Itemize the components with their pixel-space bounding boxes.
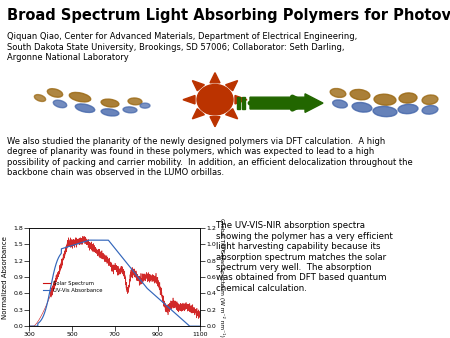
Solar Spectrum <box>80 234 86 238</box>
FancyArrow shape <box>250 94 323 112</box>
Polygon shape <box>225 109 238 119</box>
UV-Vis Absorbance <box>99 238 105 242</box>
Bar <box>237 97 239 109</box>
Ellipse shape <box>34 95 45 101</box>
Solar Spectrum <box>194 309 200 313</box>
Ellipse shape <box>422 105 438 114</box>
Ellipse shape <box>398 104 418 114</box>
Polygon shape <box>235 95 247 104</box>
Line: UV-Vis Absorbance: UV-Vis Absorbance <box>29 240 200 326</box>
Legend: Solar Spectrum, UV-Vis Absorbance: Solar Spectrum, UV-Vis Absorbance <box>40 279 104 295</box>
UV-Vis Absorbance <box>56 255 62 259</box>
Polygon shape <box>225 80 238 91</box>
Text: Broad Spectrum Light Absorbing Polymers for Photovoltaics: Broad Spectrum Light Absorbing Polymers … <box>7 8 450 23</box>
Text: The UV-VIS-NIR absorption spectra
showing the polymer has a very efficient
light: The UV-VIS-NIR absorption spectra showin… <box>216 221 393 293</box>
Ellipse shape <box>75 104 95 113</box>
Circle shape <box>197 84 233 115</box>
Ellipse shape <box>374 94 396 105</box>
Polygon shape <box>183 95 195 104</box>
Solar Spectrum <box>198 314 203 318</box>
Text: We also studied the planarity of the newly designed polymers via DFT calculation: We also studied the planarity of the new… <box>7 137 413 177</box>
Text: Qiquan Qiao, Center for Advanced Materials, Department of Electrical Engineering: Qiquan Qiao, Center for Advanced Materia… <box>7 32 357 62</box>
UV-Vis Absorbance <box>198 324 203 328</box>
Ellipse shape <box>333 100 347 108</box>
Ellipse shape <box>399 93 417 103</box>
Ellipse shape <box>101 109 119 116</box>
Ellipse shape <box>373 106 397 117</box>
Ellipse shape <box>101 99 119 107</box>
Polygon shape <box>210 117 220 127</box>
Ellipse shape <box>53 100 67 108</box>
UV-Vis Absorbance <box>194 324 200 328</box>
Solar Spectrum <box>99 253 105 257</box>
UV-Vis Absorbance <box>176 314 181 318</box>
UV-Vis Absorbance <box>27 324 32 328</box>
Line: Solar Spectrum: Solar Spectrum <box>29 236 200 326</box>
Polygon shape <box>210 73 220 83</box>
UV-Vis Absorbance <box>46 295 51 299</box>
Polygon shape <box>192 109 204 119</box>
Ellipse shape <box>140 103 150 108</box>
Solar Spectrum <box>56 271 62 275</box>
Ellipse shape <box>123 107 137 113</box>
Ellipse shape <box>69 92 91 102</box>
Ellipse shape <box>128 98 142 105</box>
Ellipse shape <box>422 95 438 104</box>
UV-Vis Absorbance <box>92 238 98 242</box>
Y-axis label: Normalized Absorbance: Normalized Absorbance <box>1 236 8 319</box>
Ellipse shape <box>350 90 370 100</box>
Solar Spectrum <box>92 247 98 251</box>
Ellipse shape <box>47 89 63 97</box>
Polygon shape <box>192 80 204 91</box>
Solar Spectrum <box>46 297 51 301</box>
Ellipse shape <box>330 89 346 97</box>
UV-Vis Absorbance <box>86 238 92 242</box>
Solar Spectrum <box>27 324 32 328</box>
Bar <box>242 97 244 109</box>
Y-axis label: Global Tilt Solar Spectrum (W m⁻² nm⁻¹): Global Tilt Solar Spectrum (W m⁻² nm⁻¹) <box>219 218 225 337</box>
Solar Spectrum <box>176 302 181 306</box>
Ellipse shape <box>352 102 372 112</box>
